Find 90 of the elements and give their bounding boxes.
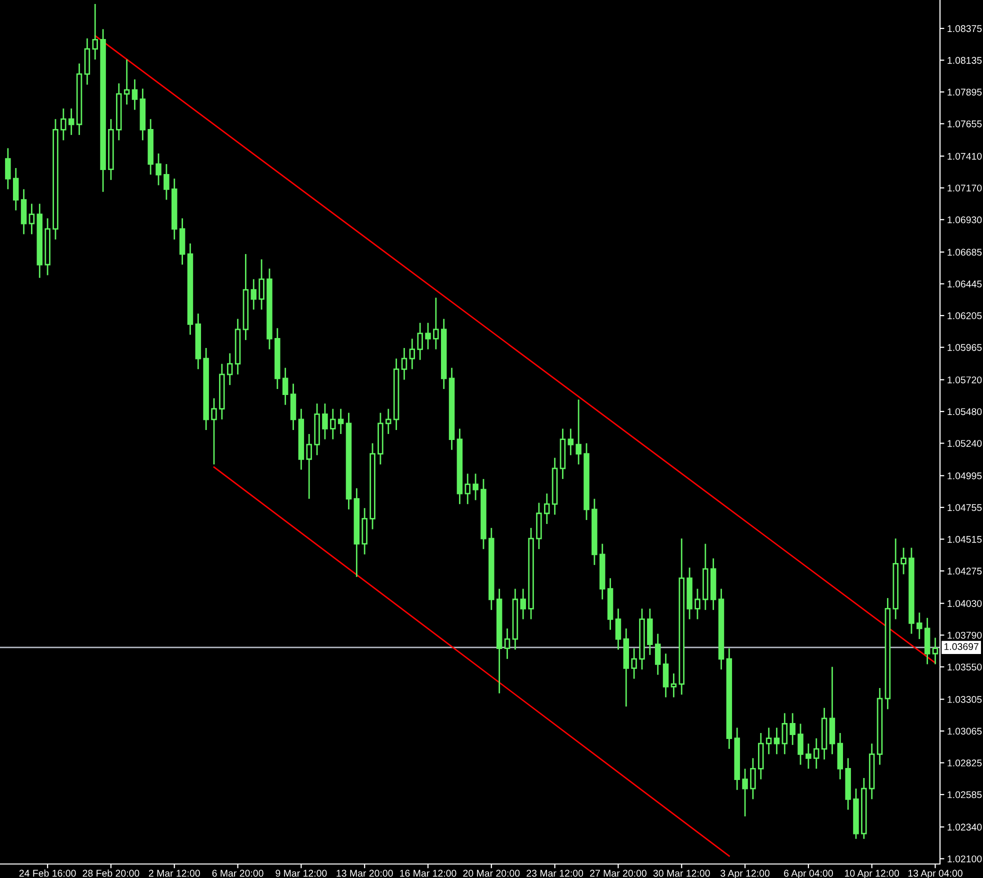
y-tick-label: 1.06930: [948, 216, 982, 224]
candlestick: [790, 712, 796, 746]
x-tick-label: 30 Mar 12:00: [653, 870, 710, 877]
x-tick-label: 16 Mar 12:00: [400, 870, 456, 877]
candlestick: [742, 768, 748, 818]
candlestick: [417, 322, 423, 361]
candlestick: [615, 608, 622, 650]
candlestick: [798, 723, 804, 766]
candlestick: [694, 588, 700, 620]
y-tick-label: 1.03065: [948, 728, 982, 735]
candlestick: [401, 347, 408, 380]
candlestick: [670, 672, 677, 698]
ref-line-label: 1.03697: [944, 643, 978, 650]
x-tick-label: 20 Mar 20:00: [463, 870, 520, 877]
candlestick: [211, 398, 217, 466]
candlestick: [544, 492, 550, 525]
candlestick: [124, 58, 130, 106]
candlestick: [631, 648, 637, 680]
y-tick-label: 1.06685: [948, 248, 982, 256]
candlestick: [282, 367, 288, 406]
candlestick: [132, 78, 138, 111]
y-tick-label: 1.08135: [948, 56, 982, 64]
candlestick: [774, 727, 780, 755]
x-tick-label: 9 Mar 12:00: [276, 870, 327, 877]
candlestick: [322, 402, 328, 440]
candlestick: [504, 628, 510, 660]
candlestick: [472, 472, 478, 501]
candlestick: [68, 108, 74, 136]
y-tick-label: 1.03790: [948, 632, 982, 639]
candlestick: [433, 297, 439, 350]
y-tick-label: 1.07895: [948, 88, 982, 96]
x-tick-label: 24 Feb 16:00: [19, 870, 76, 877]
y-tick-label: 1.05720: [948, 376, 982, 384]
y-tick-label: 1.02585: [948, 791, 982, 798]
y-tick-label: 1.05965: [948, 344, 982, 351]
x-tick-label: 13 Mar 20:00: [336, 870, 393, 877]
y-tick-label: 1.02100: [948, 855, 982, 862]
y-tick-label: 1.06205: [948, 312, 982, 320]
candlestick: [330, 408, 336, 440]
candlestick: [662, 652, 669, 698]
candlestick: [464, 472, 470, 505]
candlestick: [5, 147, 11, 190]
candlestick: [28, 203, 35, 235]
candlestick: [654, 633, 661, 676]
y-tick-label: 1.04275: [948, 568, 982, 575]
candlestick: [385, 408, 392, 435]
candlestick: [916, 612, 922, 640]
y-tick-label: 1.06445: [948, 280, 982, 288]
candlestick: [156, 152, 162, 186]
candlestick: [12, 167, 19, 212]
candlestick: [20, 188, 27, 235]
candlestick: [250, 278, 256, 310]
candlestick: [338, 408, 344, 435]
y-tick-label: 1.04755: [948, 504, 982, 512]
y-tick-label: 1.02340: [948, 824, 982, 831]
candlestick: [806, 742, 812, 770]
candlestick: [766, 727, 772, 755]
x-tick-label: 23 Mar 12:00: [526, 870, 584, 877]
candlestick: [60, 108, 66, 141]
y-tick-label: 1.04515: [948, 536, 982, 543]
candlestick: [750, 757, 756, 800]
x-tick-label: 2 Mar 12:00: [148, 870, 200, 877]
y-tick-label: 1.07655: [948, 120, 982, 128]
candlestick: [164, 163, 170, 200]
y-tick-label: 1.05240: [948, 440, 982, 447]
y-tick-label: 1.02825: [948, 760, 982, 766]
candlestick: [306, 433, 312, 500]
candlestick: [782, 712, 788, 755]
candlestick: [425, 322, 431, 350]
candlestick: [226, 352, 233, 386]
y-tick-label: 1.08375: [948, 25, 982, 32]
candlestick: [932, 637, 938, 665]
y-tick-label: 1.05480: [948, 408, 982, 416]
candlestick: [813, 738, 820, 770]
y-tick-label: 1.04030: [948, 600, 982, 607]
candlestick: [520, 588, 526, 620]
y-tick-label: 1.03550: [948, 664, 982, 670]
x-tick-label: 28 Feb 20:00: [82, 870, 140, 877]
candlestick: [409, 338, 416, 370]
candlestick: [576, 398, 582, 466]
candlestick: [568, 428, 574, 456]
candlestick: [258, 258, 264, 310]
candlestick: [92, 3, 98, 60]
y-tick-label: 1.07410: [948, 152, 982, 160]
candlestick: [900, 547, 906, 575]
x-tick-label: 27 Mar 20:00: [590, 870, 646, 877]
y-tick-label: 1.03305: [948, 696, 982, 703]
y-tick-label: 1.07170: [948, 184, 982, 192]
x-tick-label: 6 Mar 20:00: [212, 870, 264, 877]
y-tick-label: 1.04995: [948, 472, 982, 480]
